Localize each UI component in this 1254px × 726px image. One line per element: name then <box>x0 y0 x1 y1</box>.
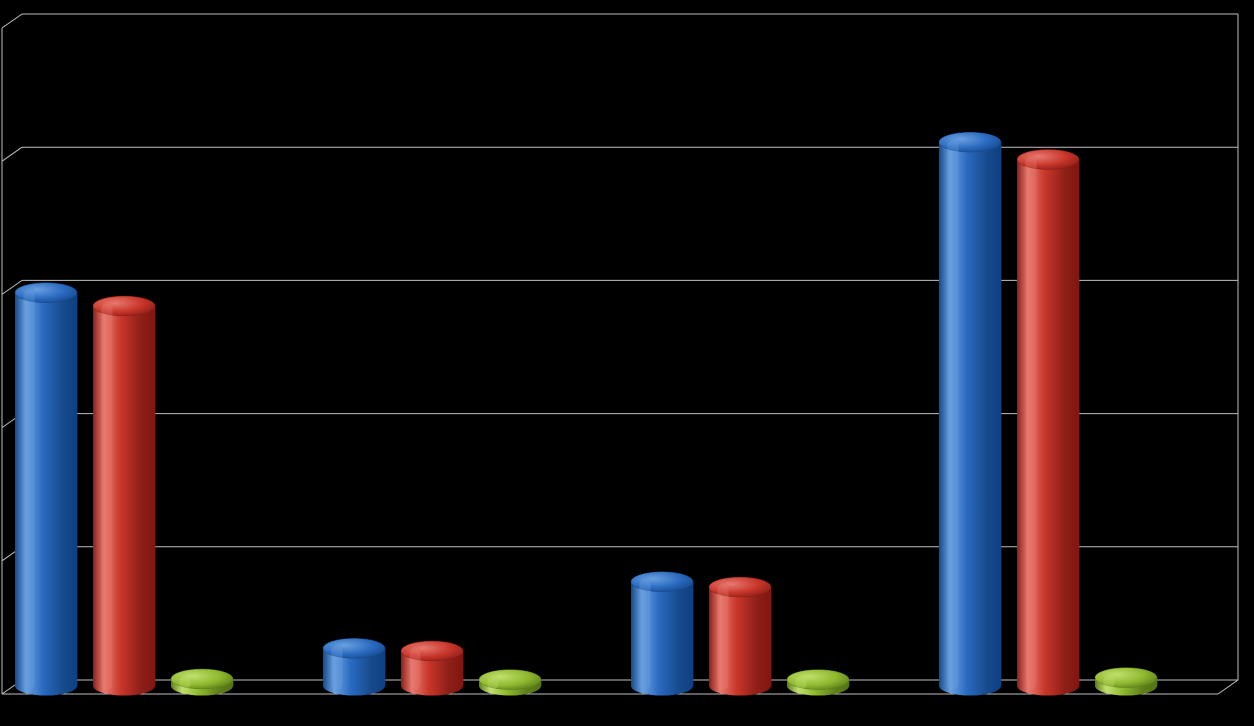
bar-s3 <box>171 669 233 696</box>
bar-s2 <box>93 296 155 695</box>
bar-s3 <box>1095 668 1157 696</box>
bar-chart <box>0 0 1254 726</box>
bar-s3 <box>479 670 541 696</box>
chart-svg <box>0 0 1254 726</box>
bar-s2 <box>1017 150 1079 696</box>
bar-s2 <box>401 641 463 695</box>
bar-s3 <box>787 670 849 696</box>
bar-s1 <box>15 283 77 696</box>
bar-s2 <box>709 577 771 695</box>
bar-s1 <box>631 572 693 696</box>
bar-s1 <box>323 638 385 695</box>
bar-s1 <box>939 132 1001 695</box>
